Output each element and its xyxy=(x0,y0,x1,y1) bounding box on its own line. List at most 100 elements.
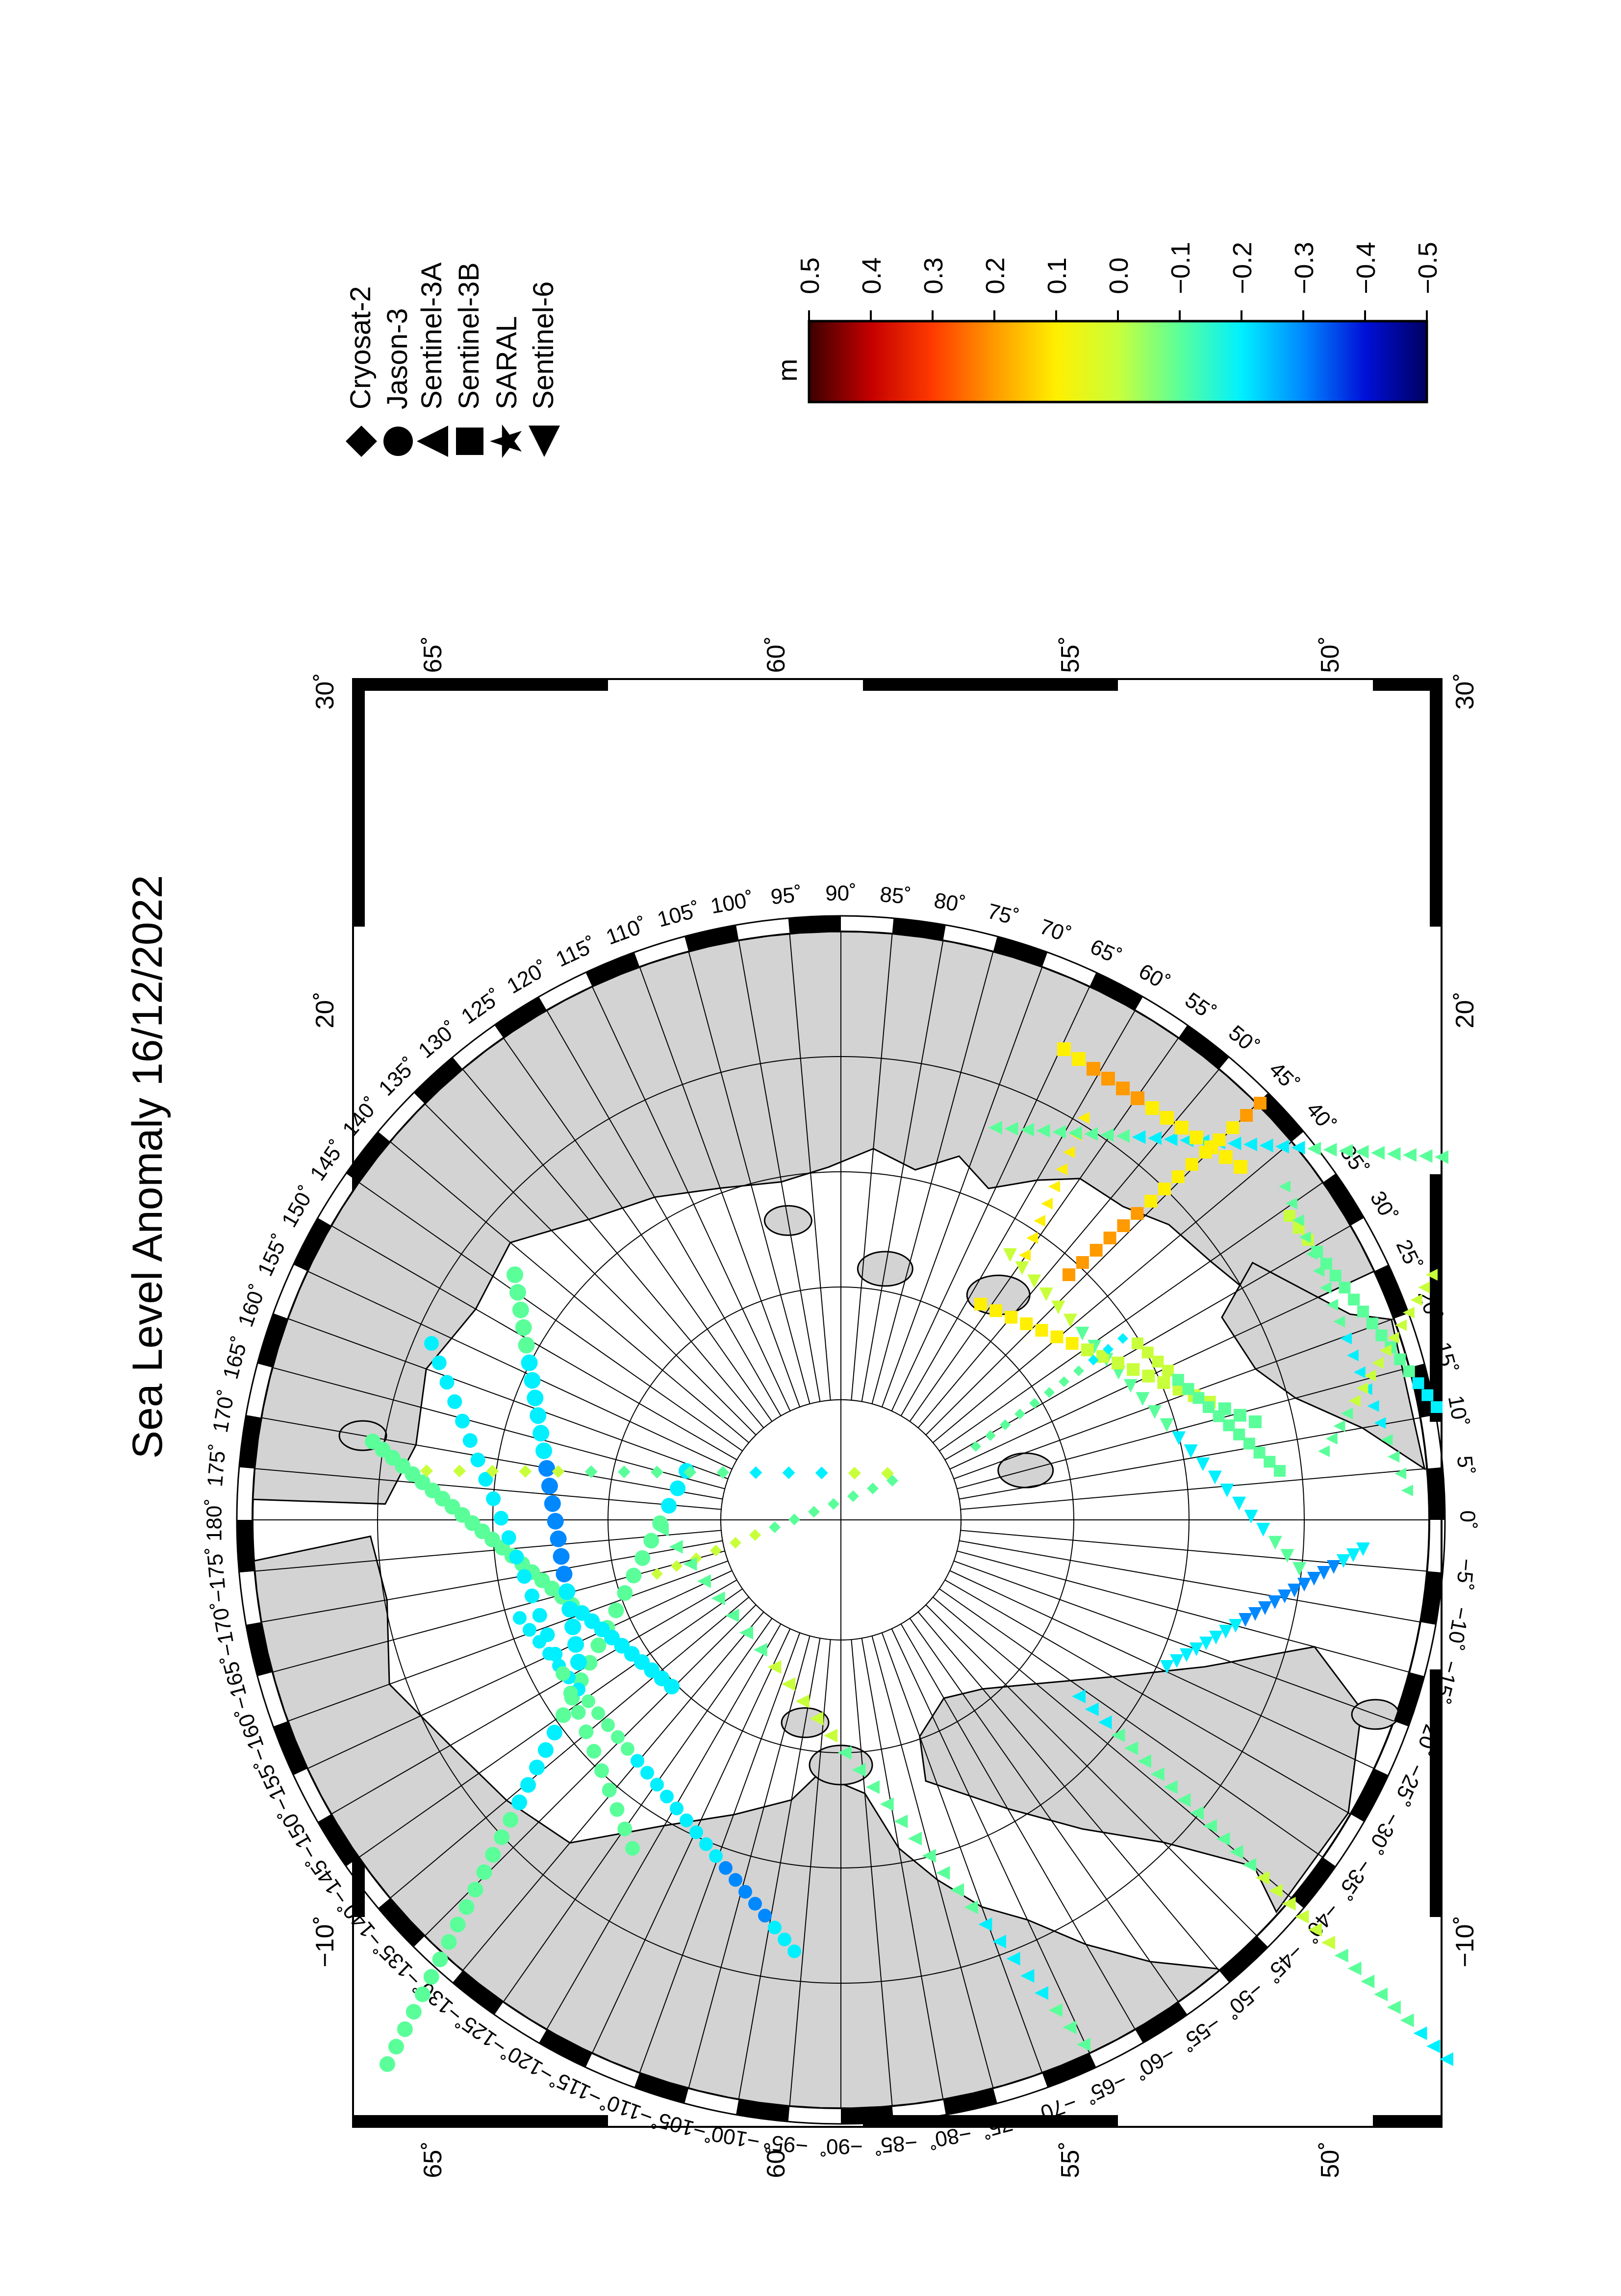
longitude-label: 60˚ xyxy=(1135,959,1174,995)
track-marker xyxy=(1339,1144,1353,1158)
meridian-line xyxy=(900,1010,1136,1416)
frame-tick-label: 65˚ xyxy=(419,2141,447,2178)
track-marker xyxy=(550,1530,567,1547)
track-marker xyxy=(1361,1974,1375,1989)
track-marker xyxy=(1185,1158,1198,1171)
meridian-line xyxy=(358,1588,743,1858)
longitude-label: 170˚ xyxy=(208,1388,240,1434)
track-marker xyxy=(1182,1383,1194,1395)
frame-tick-label: 50˚ xyxy=(1316,636,1344,673)
lon-scale-segment xyxy=(1042,2053,1096,2088)
longitude-label: 120˚ xyxy=(503,956,553,998)
track-marker xyxy=(1347,1962,1362,1975)
track-marker xyxy=(1279,1181,1291,1192)
track-marker xyxy=(922,1849,936,1863)
track-marker xyxy=(563,1686,578,1701)
track-marker xyxy=(1132,1130,1146,1144)
triangle-icon xyxy=(417,426,448,457)
track-marker xyxy=(1357,1306,1369,1317)
track-marker xyxy=(1318,1445,1330,1457)
track-marker xyxy=(519,1465,532,1478)
colorbar-gradient xyxy=(808,320,1428,404)
lon-scale-segment xyxy=(1393,1672,1425,1727)
track-marker xyxy=(1131,1091,1144,1105)
track-marker xyxy=(1087,1062,1100,1076)
track-marker xyxy=(1356,1542,1370,1556)
land-mass xyxy=(919,1646,1363,1914)
track-marker xyxy=(1307,1141,1321,1156)
meridian-line xyxy=(933,1141,1292,1443)
frame-scale-segment xyxy=(863,679,1118,691)
track-marker xyxy=(1039,1287,1053,1301)
track-marker xyxy=(1418,1281,1430,1293)
meridian-line xyxy=(917,1612,1220,1971)
track-marker xyxy=(1148,1131,1162,1145)
track-marker xyxy=(748,1896,762,1911)
diamond-icon xyxy=(346,426,377,457)
track-marker xyxy=(880,1797,894,1811)
track-marker xyxy=(661,1498,677,1514)
lon-scale-segment xyxy=(453,1970,504,2015)
track-marker xyxy=(453,1464,466,1478)
track-marker xyxy=(601,1718,615,1732)
meridian-line xyxy=(261,1417,723,1500)
lon-scale-segment xyxy=(257,1313,288,1368)
track-marker xyxy=(1440,2052,1453,2066)
track-marker xyxy=(1142,1369,1155,1383)
track-marker xyxy=(711,1591,725,1605)
lon-scale-segment xyxy=(273,1721,308,1775)
track-marker xyxy=(1172,1431,1186,1445)
longitude-label: 165˚ xyxy=(219,1334,253,1382)
track-marker xyxy=(608,1602,624,1618)
track-marker xyxy=(1239,1613,1252,1627)
longitude-label: 50˚ xyxy=(1224,1021,1263,1059)
track-marker xyxy=(837,1746,852,1760)
track-marker xyxy=(1014,1409,1025,1419)
track-marker xyxy=(1403,1148,1417,1162)
lon-scale-segment xyxy=(378,1898,425,1947)
longitude-label: 95˚ xyxy=(770,883,803,909)
frame-tick-label: 30˚ xyxy=(1451,673,1479,709)
track-marker xyxy=(503,1812,519,1828)
track-marker xyxy=(1400,2013,1414,2027)
track-marker xyxy=(617,1585,633,1601)
longitude-label: 100˚ xyxy=(709,887,755,919)
track-marker xyxy=(1226,1121,1240,1134)
track-marker xyxy=(1089,1244,1103,1257)
track-marker xyxy=(1275,1139,1289,1154)
colorbar-tick-label: 0.5 xyxy=(795,257,825,294)
meridian-line xyxy=(871,951,994,1404)
frame-scale-segment xyxy=(1373,2115,1442,2127)
track-marker xyxy=(501,1530,516,1545)
track-marker xyxy=(450,1917,466,1933)
longitude-label: 5˚ xyxy=(1452,1455,1478,1476)
track-marker xyxy=(753,1643,767,1657)
track-marker xyxy=(1100,1128,1114,1142)
track-marker xyxy=(1137,1754,1151,1768)
track-marker xyxy=(1291,1140,1305,1155)
track-marker xyxy=(1088,1339,1102,1354)
frame-scale-segment xyxy=(1430,1669,1442,1917)
track-marker xyxy=(1394,1467,1407,1480)
frame-scale-segment xyxy=(1430,679,1442,927)
frame-tick-label: 55˚ xyxy=(1056,2141,1085,2178)
track-marker xyxy=(670,1480,686,1496)
longitude-label: −160˚ xyxy=(231,1704,273,1765)
track-marker xyxy=(1388,1451,1400,1463)
track-marker xyxy=(1160,1111,1174,1125)
meridian-line xyxy=(871,1636,994,2089)
longitude-label: 155˚ xyxy=(253,1231,293,1280)
track-marker xyxy=(1052,1125,1066,1139)
track-marker xyxy=(1103,1344,1114,1355)
track-marker xyxy=(1319,1282,1332,1294)
track-marker xyxy=(584,1465,598,1478)
track-marker xyxy=(570,1654,587,1670)
track-marker xyxy=(1020,1969,1035,1983)
track-marker xyxy=(1160,1660,1174,1674)
track-marker xyxy=(582,1694,595,1708)
meridian-line xyxy=(933,1596,1292,1899)
colorbar-tick-label: 0.2 xyxy=(981,257,1010,294)
track-marker xyxy=(1412,1377,1424,1389)
longitude-label: −25˚ xyxy=(1389,1760,1429,1810)
